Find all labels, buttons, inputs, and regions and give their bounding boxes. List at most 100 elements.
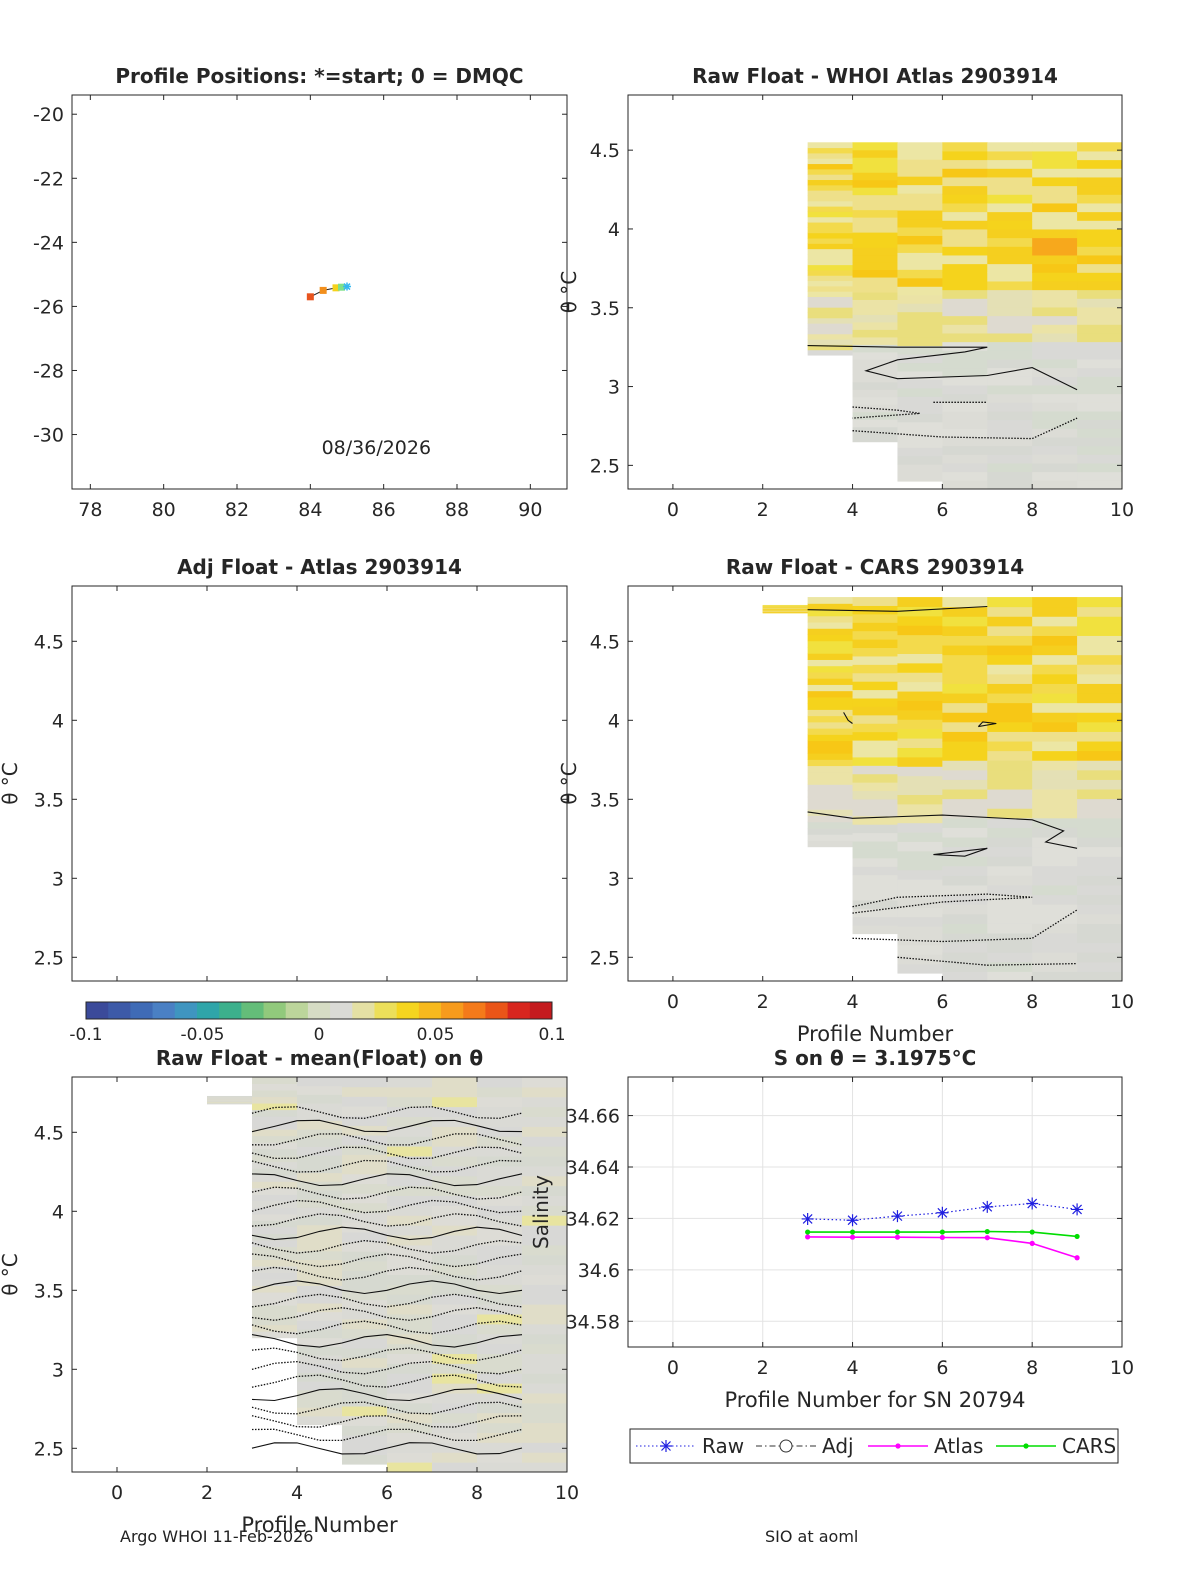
raw-cars-cell [942,789,988,800]
raw-whoi-cell [942,350,988,360]
raw-whoi-cell [942,410,988,421]
raw-whoi-cell [987,332,1033,343]
raw-cars-cell [987,635,1033,646]
raw-mean-cell [432,1165,478,1177]
raw-cars-cell [987,702,1033,713]
raw-mean-cell [477,1402,523,1414]
raw-mean-cell [342,1096,388,1107]
raw-mean-cell [522,1274,568,1285]
raw-cars-title: Raw Float - CARS 2903914 [726,555,1024,579]
raw-whoi-cell [987,419,1033,429]
raw-whoi-cell [897,150,943,160]
raw-mean-cell [297,1077,343,1087]
raw-whoi-cell [1032,298,1078,308]
raw-whoi-cell [807,211,854,218]
raw-mean-cell [252,1305,298,1313]
raw-cars-cell [897,935,943,946]
raw-whoi-cell [852,149,898,158]
raw-mean-cell [477,1244,523,1256]
raw-whoi-cell [1032,428,1078,438]
raw-cars-cell [942,731,988,742]
raw-cars-cell [1032,597,1078,608]
raw-whoi-cell [1077,263,1123,273]
raw-whoi-cell [897,201,943,211]
raw-mean-cell [387,1126,433,1137]
raw-cars-ylabel: θ °C [557,762,581,805]
raw-whoi-heatmap [807,142,1123,490]
raw-cars-cell [987,846,1033,857]
raw-whoi-cell [852,172,898,181]
raw-whoi-cell [1077,237,1123,247]
raw-cars-cell [897,860,943,871]
raw-cars-cell [1077,721,1123,732]
raw-mean-cell [297,1355,343,1365]
raw-mean-cell [297,1094,343,1104]
raw-cars-cell [852,647,898,657]
positions-title: Profile Positions: *=start; 0 = DMQC [115,64,523,88]
raw-cars-cell [897,775,943,786]
raw-whoi-xtick-label: 0 [667,499,679,521]
raw-cars-xtick-label: 10 [1110,991,1134,1013]
raw-cars-cell [1077,693,1123,704]
salinity-xtick-label: 2 [757,1357,769,1379]
raw-cars-cell [807,678,854,685]
raw-mean-cell [342,1444,388,1455]
raw-whoi-cell [1077,228,1123,239]
raw-mean-cell [297,1259,343,1269]
raw-cars-cell [1077,798,1123,809]
salinity-point-atlas [1074,1255,1080,1261]
raw-cars-cell [897,625,943,636]
raw-mean-cell [342,1328,388,1339]
raw-mean-contour [251,1186,523,1200]
legend-marker-adj [779,1439,793,1453]
positions-xtick-label: 82 [225,499,249,521]
colorbar-tick-label: -0.1 [69,1025,102,1045]
raw-mean-cell [522,1146,568,1157]
raw-cars-cell [897,606,943,617]
raw-whoi-cell [1077,280,1123,291]
raw-cars-cell [897,888,943,899]
raw-whoi-cell [987,150,1033,161]
raw-whoi-cell [987,480,1033,490]
raw-mean-cell [297,1407,343,1417]
raw-whoi-cell [807,168,854,175]
raw-whoi-cell [942,445,988,455]
raw-cars-cell [1032,693,1078,704]
raw-whoi-cell [987,454,1033,464]
raw-cars-cell [1077,769,1123,780]
raw-whoi-cell [987,246,1033,256]
raw-mean-cell [477,1205,523,1216]
raw-whoi-cell [852,426,898,435]
raw-mean-cell [522,1412,568,1424]
raw-whoi-xtick-label: 10 [1110,499,1134,521]
colorbar-segment [263,1002,287,1019]
raw-cars-cell [1032,664,1078,675]
footer-left: Argo WHOI 11-Feb-2026 [120,1527,314,1546]
raw-mean-cell [342,1212,388,1223]
raw-whoi-cell [897,176,943,186]
colorbar-segment [396,1002,420,1019]
raw-mean-cell [342,1338,388,1349]
raw-cars-cell [1032,712,1078,723]
raw-mean-cell [342,1435,388,1446]
colorbar-segment [130,1002,154,1019]
raw-cars-cell [987,904,1033,915]
raw-cars-cell [852,698,898,707]
raw-whoi-cell [897,303,943,313]
raw-mean-cell [477,1294,523,1305]
raw-mean-cell [477,1304,523,1315]
raw-cars-cell [852,655,898,665]
raw-cars-cell [942,846,988,857]
raw-mean-cell [477,1185,523,1196]
raw-mean-contour [251,1226,523,1241]
raw-mean-contour [251,1280,523,1295]
raw-mean-cell [297,1146,343,1156]
raw-cars-cell [897,869,943,880]
colorbar-segment [352,1002,375,1019]
salinity-frame [627,1076,1123,1348]
raw-mean-cell [432,1185,478,1196]
raw-mean-cell [207,1095,253,1097]
raw-mean-cell [522,1363,568,1374]
raw-whoi-cell [852,292,898,300]
raw-whoi-cell [852,411,898,420]
